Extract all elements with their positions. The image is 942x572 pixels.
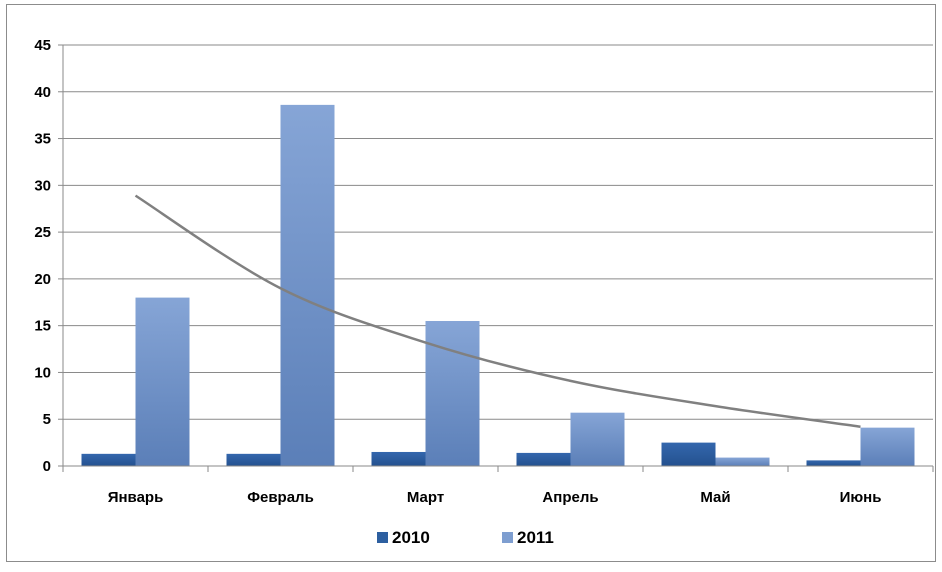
bar-2011 bbox=[715, 457, 770, 466]
x-category-label: Июнь bbox=[840, 489, 882, 506]
legend-swatch-2011 bbox=[502, 532, 513, 543]
x-category-label: Январь bbox=[108, 489, 164, 506]
y-tick-label: 35 bbox=[34, 131, 51, 148]
bar-2010 bbox=[81, 453, 136, 466]
bars bbox=[81, 104, 915, 467]
y-tick-label: 10 bbox=[34, 364, 51, 381]
x-category-label: Февраль bbox=[247, 489, 314, 506]
bar-2010 bbox=[371, 451, 426, 466]
bar-2011 bbox=[860, 427, 915, 466]
bar-2011 bbox=[570, 412, 625, 466]
y-tick-label: 5 bbox=[43, 411, 51, 428]
legend-label-2010: 2010 bbox=[392, 528, 430, 547]
y-tick-label: 25 bbox=[34, 224, 51, 241]
bar-2011 bbox=[425, 320, 480, 466]
trendline-path bbox=[134, 194, 861, 428]
bar-2011 bbox=[135, 297, 190, 466]
y-tick-label: 15 bbox=[34, 318, 51, 335]
legend-swatch-2010 bbox=[377, 532, 388, 543]
bar-2010 bbox=[661, 442, 716, 466]
bar-2010 bbox=[806, 460, 861, 466]
x-category-label: Май bbox=[700, 489, 730, 506]
bar-2010 bbox=[516, 452, 571, 466]
legend-label-2011: 2011 bbox=[517, 528, 554, 547]
y-tick-label: 45 bbox=[34, 37, 51, 54]
y-tick-label: 40 bbox=[34, 84, 51, 101]
x-category-label: Апрель bbox=[542, 489, 598, 506]
y-tick-label: 30 bbox=[34, 177, 51, 194]
bar-2011 bbox=[280, 104, 335, 467]
gridlines bbox=[63, 44, 933, 420]
trendline bbox=[134, 194, 861, 428]
legend: 2010 2011 bbox=[377, 528, 554, 547]
x-category-label: Март bbox=[407, 489, 444, 506]
bar-2010 bbox=[226, 453, 281, 466]
y-tick-label: 0 bbox=[43, 458, 51, 475]
axes: 0 5 10 15 20 25 30 35 40 45 Январь Февраль Март Апрел… bbox=[34, 37, 934, 506]
y-tick-label: 20 bbox=[34, 271, 51, 288]
bar-chart: 0 5 10 15 20 25 30 35 40 45 Январь Февраль Март Апрел… bbox=[34, 37, 934, 547]
chart-frame: 0 5 10 15 20 25 30 35 40 45 Январь Февраль Март Апрел… bbox=[6, 4, 936, 562]
